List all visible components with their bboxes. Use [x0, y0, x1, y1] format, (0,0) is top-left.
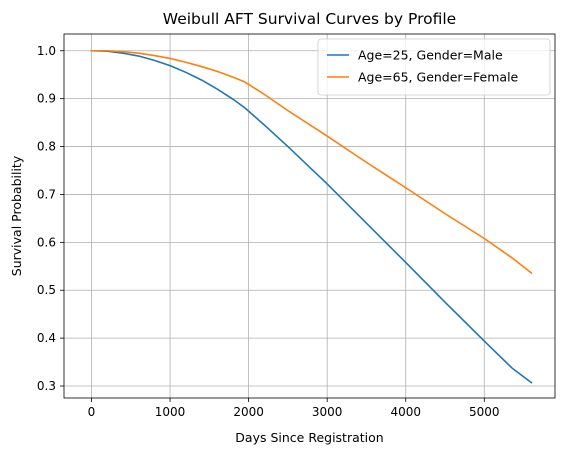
chart-title: Weibull AFT Survival Curves by Profile [163, 10, 456, 28]
x-axis-label: Days Since Registration [235, 430, 383, 445]
series-layer [90, 49, 533, 384]
legend-box [317, 38, 551, 96]
y-tick-label: 0.8 [37, 140, 56, 154]
x-tick-label: 1000 [155, 405, 186, 419]
x-tick-label: 4000 [390, 405, 421, 419]
y-tick-label: 0.9 [37, 92, 56, 106]
x-tick-label: 3000 [312, 405, 343, 419]
legend: Age=25, Gender=Male Age=65, Gender=Female [317, 38, 551, 96]
legend-label: Age=25, Gender=Male [358, 48, 503, 63]
plot-frame [63, 33, 556, 399]
x-tick-label: 0 [88, 405, 96, 419]
legend-label: Age=65, Gender=Female [358, 70, 519, 85]
y-tick-label: 0.5 [37, 283, 56, 297]
y-tick-label: 0.7 [37, 187, 56, 201]
y-tick-label: 0.6 [37, 235, 56, 249]
series-line-1 [90, 49, 533, 384]
x-tick-label: 5000 [469, 405, 500, 419]
x-tick-label: 2000 [233, 405, 264, 419]
y-tick-label: 1.0 [37, 44, 56, 58]
y-tick-label: 0.3 [37, 379, 56, 393]
y-axis-label: Survival Probability [9, 155, 24, 276]
y-tick-label: 0.4 [37, 331, 56, 345]
y-axis: 0.3 0.4 0.5 0.6 0.7 0.8 0.9 1.0 [37, 44, 64, 393]
x-axis: 0 1000 2000 3000 4000 5000 [88, 398, 500, 419]
series-line-2 [90, 49, 533, 275]
